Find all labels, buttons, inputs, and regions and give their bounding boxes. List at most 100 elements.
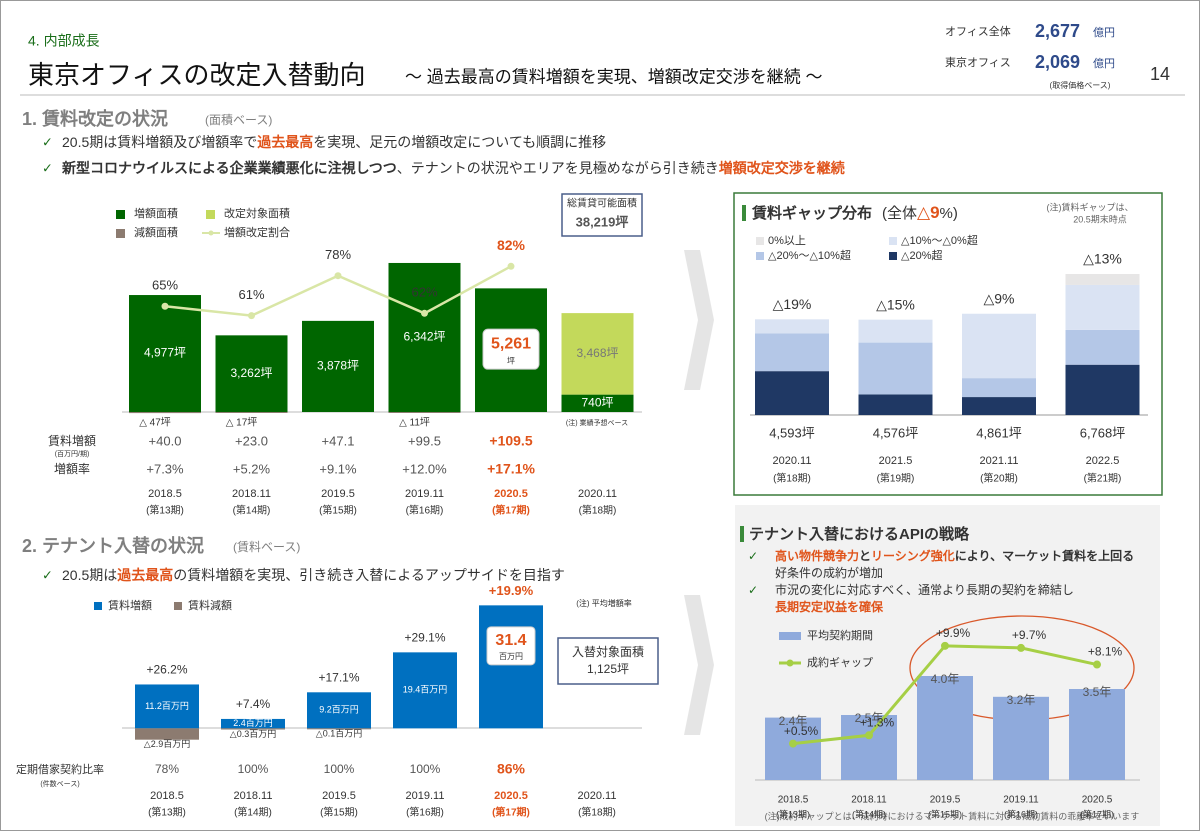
- legend-label: 成約ギャップ: [807, 655, 873, 669]
- bar: [221, 718, 285, 729]
- rate-label: +29.1%: [404, 631, 445, 645]
- legend-swatch: [889, 237, 897, 245]
- row-cell: 86%: [497, 761, 526, 777]
- data-label: +1.3%: [860, 715, 895, 729]
- row-cell: +17.1%: [487, 461, 535, 477]
- legend-label: 増額面積: [134, 206, 178, 220]
- data-label: △0.1百万円: [316, 729, 362, 739]
- bar-segment: [1065, 364, 1140, 415]
- check-icon: ✓: [42, 160, 53, 175]
- legend-label: 改定対象面積: [224, 206, 290, 220]
- info-box: [557, 637, 659, 685]
- bar: [388, 412, 461, 413]
- data-label: 2.4年: [779, 714, 808, 728]
- stat-value: 2,677: [1035, 21, 1080, 41]
- x-tick-sublabel: (第17期): [492, 806, 530, 819]
- x-tick-sublabel: (第18期): [579, 504, 617, 517]
- rate-label: +17.1%: [318, 670, 359, 684]
- line-point: [789, 739, 797, 748]
- check-icon: ✓: [42, 134, 53, 149]
- bullet: 新型コロナウイルスによる企業業績悪化に注視しつつ、テナントの状況やエリアを見極め…: [61, 160, 845, 176]
- row-cell: 100%: [238, 762, 269, 776]
- bar: [479, 605, 543, 729]
- x-tick-label: 2019.5: [322, 790, 356, 802]
- section-heading: 1. 賃料改定の状況: [22, 108, 168, 129]
- x-tick-label: 2021.11: [980, 455, 1019, 467]
- data-label: 62%: [411, 285, 437, 300]
- x-tick-label: 2018.11: [851, 795, 887, 806]
- data-label: 31.4: [495, 632, 526, 649]
- x-tick-sublabel: (第16期): [406, 504, 444, 517]
- bar: [765, 717, 821, 780]
- bullet-emphasis: 過去最高: [117, 567, 173, 583]
- x-tick-label: 2018.5: [148, 488, 182, 500]
- bullet-emphasis: 増額改定交渉を継続: [719, 160, 845, 176]
- bar: [393, 652, 457, 729]
- x-tick-sublabel: (第17期): [1080, 808, 1114, 819]
- legend-swatch: [889, 252, 897, 260]
- title-marker: [742, 205, 746, 221]
- data-label: △ 47坪: [139, 416, 171, 429]
- rate-label: +19.9%: [489, 583, 534, 598]
- bullet-text: 市況の変化に対応すべく、通常より長期の契約を締結し: [775, 582, 1074, 597]
- legend-swatch: [206, 210, 215, 219]
- bar: [302, 320, 374, 412]
- data-label-unit: 百万円: [499, 652, 523, 661]
- bullet-text: 好条件の成約が増加: [775, 565, 883, 580]
- check-icon: ✓: [748, 549, 758, 563]
- line-point: [507, 262, 515, 270]
- bar: [561, 313, 634, 395]
- bullet: 高い物件競争力とリーシング強化により、マーケット賃料を上回る好条件の成約が増加: [775, 548, 1134, 580]
- row-cell: +9.1%: [319, 461, 357, 476]
- bullet-text: 、テナントの状況やエリアを見極めながら引き続き: [397, 160, 719, 176]
- x-tick-label: 2022.5: [1086, 455, 1120, 467]
- line-point: [941, 641, 949, 650]
- check-icon: ✓: [748, 583, 758, 597]
- data-label: △ 17坪: [226, 416, 258, 429]
- bar-segment: [962, 378, 1036, 398]
- bar: [135, 684, 199, 729]
- x-tick-label: 2018.11: [234, 790, 273, 802]
- x-tick-label: 2019.5: [321, 488, 355, 500]
- x-tick-label: 2020.11: [578, 488, 617, 500]
- data-label: △0.3百万円: [230, 729, 276, 739]
- overall-text: (全体: [882, 205, 917, 222]
- bullet-bold: と: [859, 549, 871, 563]
- legend-swatch: [756, 252, 764, 260]
- info-box-value: 1,125坪: [587, 662, 629, 676]
- row-sublabel: (百万円/期): [55, 450, 90, 458]
- data-label: 9.2百万円: [319, 705, 359, 715]
- row-cell: +99.5: [408, 433, 441, 448]
- label-box: [482, 328, 540, 370]
- row-cell: +40.0: [149, 433, 182, 448]
- total-label: 6,768坪: [1080, 425, 1126, 440]
- rate-label: +7.4%: [236, 697, 271, 711]
- data-label: 4.0年: [931, 672, 960, 686]
- x-tick-sublabel: (第14期): [852, 808, 886, 819]
- x-tick-sublabel: (第16期): [1004, 808, 1038, 819]
- x-tick-sublabel: (第13期): [776, 808, 810, 819]
- row-cell: +7.3%: [146, 461, 184, 476]
- data-label: 82%: [497, 237, 526, 253]
- data-label: 6,342坪: [403, 330, 445, 344]
- bar-segment: [858, 394, 933, 415]
- line-point: [161, 302, 169, 310]
- x-tick-label: 2019.11: [1003, 795, 1039, 806]
- data-label-unit: 坪: [507, 356, 515, 365]
- x-tick-label: 2020.11: [578, 790, 617, 802]
- bar: [129, 412, 201, 414]
- panel-title: テナント入替におけるAPIの戦略: [749, 525, 970, 543]
- title: 東京オフィスの改定入替動向: [28, 60, 365, 90]
- legend-swatch: [756, 237, 764, 245]
- bullet: 20.5期は賃料増額及び増額率で過去最高を実現、足元の増額改定についても順調に推…: [62, 134, 606, 150]
- line-point: [334, 272, 342, 280]
- row-cell: +12.0%: [402, 461, 447, 476]
- line-point: [1017, 643, 1025, 652]
- info-box: [561, 193, 643, 237]
- line-point: [421, 309, 428, 317]
- data-label: 61%: [238, 287, 264, 302]
- x-tick-sublabel: (第13期): [146, 504, 184, 517]
- stat-unit: 億円: [1093, 57, 1115, 70]
- x-tick-label: 2019.11: [406, 790, 445, 802]
